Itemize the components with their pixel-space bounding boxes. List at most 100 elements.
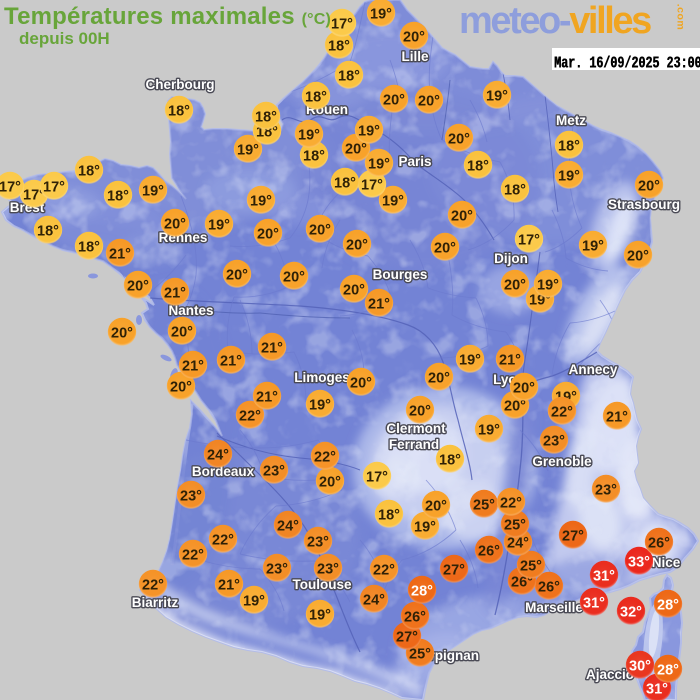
svg-text:18°: 18° bbox=[78, 164, 100, 180]
svg-text:20°: 20° bbox=[403, 30, 425, 46]
svg-text:Grenoble: Grenoble bbox=[532, 454, 592, 469]
svg-text:19°: 19° bbox=[298, 128, 320, 144]
svg-text:19°: 19° bbox=[382, 194, 404, 210]
svg-text:Strasbourg: Strasbourg bbox=[608, 197, 680, 212]
svg-text:25°: 25° bbox=[504, 518, 526, 534]
svg-text:21°: 21° bbox=[368, 297, 390, 313]
svg-text:21°: 21° bbox=[109, 247, 131, 263]
svg-text:19°: 19° bbox=[582, 239, 604, 255]
svg-text:20°: 20° bbox=[627, 249, 649, 265]
svg-text:17°: 17° bbox=[43, 180, 65, 196]
svg-text:28°: 28° bbox=[657, 598, 679, 614]
svg-text:18°: 18° bbox=[328, 39, 350, 55]
svg-text:18°: 18° bbox=[78, 240, 100, 256]
svg-text:23°: 23° bbox=[307, 535, 329, 551]
svg-text:19°: 19° bbox=[250, 194, 272, 210]
svg-text:Metz: Metz bbox=[556, 113, 586, 128]
svg-text:23°: 23° bbox=[595, 483, 617, 499]
svg-text:18°: 18° bbox=[255, 110, 277, 126]
svg-text:28°: 28° bbox=[411, 584, 433, 600]
svg-text:Cherbourg: Cherbourg bbox=[146, 77, 215, 92]
svg-text:17°: 17° bbox=[23, 188, 45, 204]
svg-text:18°: 18° bbox=[439, 453, 461, 469]
svg-text:18°: 18° bbox=[338, 69, 360, 85]
svg-text:20°: 20° bbox=[170, 380, 192, 396]
svg-text:20°: 20° bbox=[343, 283, 365, 299]
svg-text:20°: 20° bbox=[504, 278, 526, 294]
svg-text:22°: 22° bbox=[142, 578, 164, 594]
svg-text:21°: 21° bbox=[606, 410, 628, 426]
svg-text:19°: 19° bbox=[558, 169, 580, 185]
svg-text:20°: 20° bbox=[350, 376, 372, 392]
svg-text:20°: 20° bbox=[513, 381, 535, 397]
svg-text:22°: 22° bbox=[551, 405, 573, 421]
svg-text:18°: 18° bbox=[305, 90, 327, 106]
svg-text:17°: 17° bbox=[518, 233, 540, 249]
svg-text:19°: 19° bbox=[486, 89, 508, 105]
svg-text:23°: 23° bbox=[543, 434, 565, 450]
svg-text:25°: 25° bbox=[520, 559, 542, 575]
svg-text:20°: 20° bbox=[448, 132, 470, 148]
svg-text:31°: 31° bbox=[583, 596, 605, 612]
svg-text:22°: 22° bbox=[373, 563, 395, 579]
svg-text:27°: 27° bbox=[396, 630, 418, 646]
svg-text:20°: 20° bbox=[451, 209, 473, 225]
svg-text:Nantes: Nantes bbox=[168, 303, 213, 318]
svg-text:20°: 20° bbox=[283, 270, 305, 286]
svg-text:19°: 19° bbox=[309, 398, 331, 414]
svg-text:19°: 19° bbox=[370, 7, 392, 23]
svg-text:20°: 20° bbox=[127, 279, 149, 295]
svg-text:Nice: Nice bbox=[652, 555, 681, 570]
svg-text:33°: 33° bbox=[628, 555, 650, 571]
svg-text:Ajaccio: Ajaccio bbox=[586, 667, 634, 682]
svg-text:31°: 31° bbox=[593, 569, 615, 585]
svg-text:18°: 18° bbox=[107, 189, 129, 205]
svg-text:Toulouse: Toulouse bbox=[293, 577, 352, 592]
svg-text:27°: 27° bbox=[443, 563, 465, 579]
svg-text:19°: 19° bbox=[208, 218, 230, 234]
svg-text:22°: 22° bbox=[182, 548, 204, 564]
svg-text:Annecy: Annecy bbox=[569, 362, 618, 377]
svg-text:19°: 19° bbox=[478, 423, 500, 439]
svg-text:26°: 26° bbox=[648, 536, 670, 552]
svg-text:21°: 21° bbox=[261, 341, 283, 357]
svg-text:Bourges: Bourges bbox=[373, 267, 428, 282]
svg-text:17°: 17° bbox=[366, 470, 388, 486]
svg-text:22°: 22° bbox=[500, 496, 522, 512]
svg-text:23°: 23° bbox=[263, 464, 285, 480]
svg-text:23°: 23° bbox=[317, 562, 339, 578]
svg-text:24°: 24° bbox=[507, 536, 529, 552]
svg-text:26°: 26° bbox=[404, 610, 426, 626]
svg-text:19°: 19° bbox=[142, 184, 164, 200]
svg-text:Paris: Paris bbox=[398, 154, 431, 169]
svg-text:Ferrand: Ferrand bbox=[389, 437, 439, 452]
svg-text:20°: 20° bbox=[638, 179, 660, 195]
svg-text:21°: 21° bbox=[499, 353, 521, 369]
svg-text:18°: 18° bbox=[37, 224, 59, 240]
svg-text:32°: 32° bbox=[620, 605, 642, 621]
svg-text:19°: 19° bbox=[368, 157, 390, 173]
svg-text:30°: 30° bbox=[629, 659, 651, 675]
svg-text:20°: 20° bbox=[504, 399, 526, 415]
svg-text:20°: 20° bbox=[319, 475, 341, 491]
svg-text:20°: 20° bbox=[345, 142, 367, 158]
svg-text:27°: 27° bbox=[562, 529, 584, 545]
svg-text:17°: 17° bbox=[331, 17, 353, 33]
svg-text:Dijon: Dijon bbox=[494, 251, 528, 266]
svg-text:18°: 18° bbox=[303, 149, 325, 165]
svg-text:Biarritz: Biarritz bbox=[132, 595, 179, 610]
svg-text:20°: 20° bbox=[164, 217, 186, 233]
svg-text:20°: 20° bbox=[383, 93, 405, 109]
svg-text:20°: 20° bbox=[409, 404, 431, 420]
svg-text:20°: 20° bbox=[171, 325, 193, 341]
svg-text:31°: 31° bbox=[646, 682, 668, 698]
svg-text:20°: 20° bbox=[226, 268, 248, 284]
svg-text:18°: 18° bbox=[558, 139, 580, 155]
svg-text:21°: 21° bbox=[256, 390, 278, 406]
svg-text:21°: 21° bbox=[218, 578, 240, 594]
svg-text:20°: 20° bbox=[418, 94, 440, 110]
svg-text:20°: 20° bbox=[111, 326, 133, 342]
svg-text:Bordeaux: Bordeaux bbox=[192, 464, 255, 479]
svg-text:28°: 28° bbox=[657, 663, 679, 679]
svg-text:19°: 19° bbox=[309, 608, 331, 624]
